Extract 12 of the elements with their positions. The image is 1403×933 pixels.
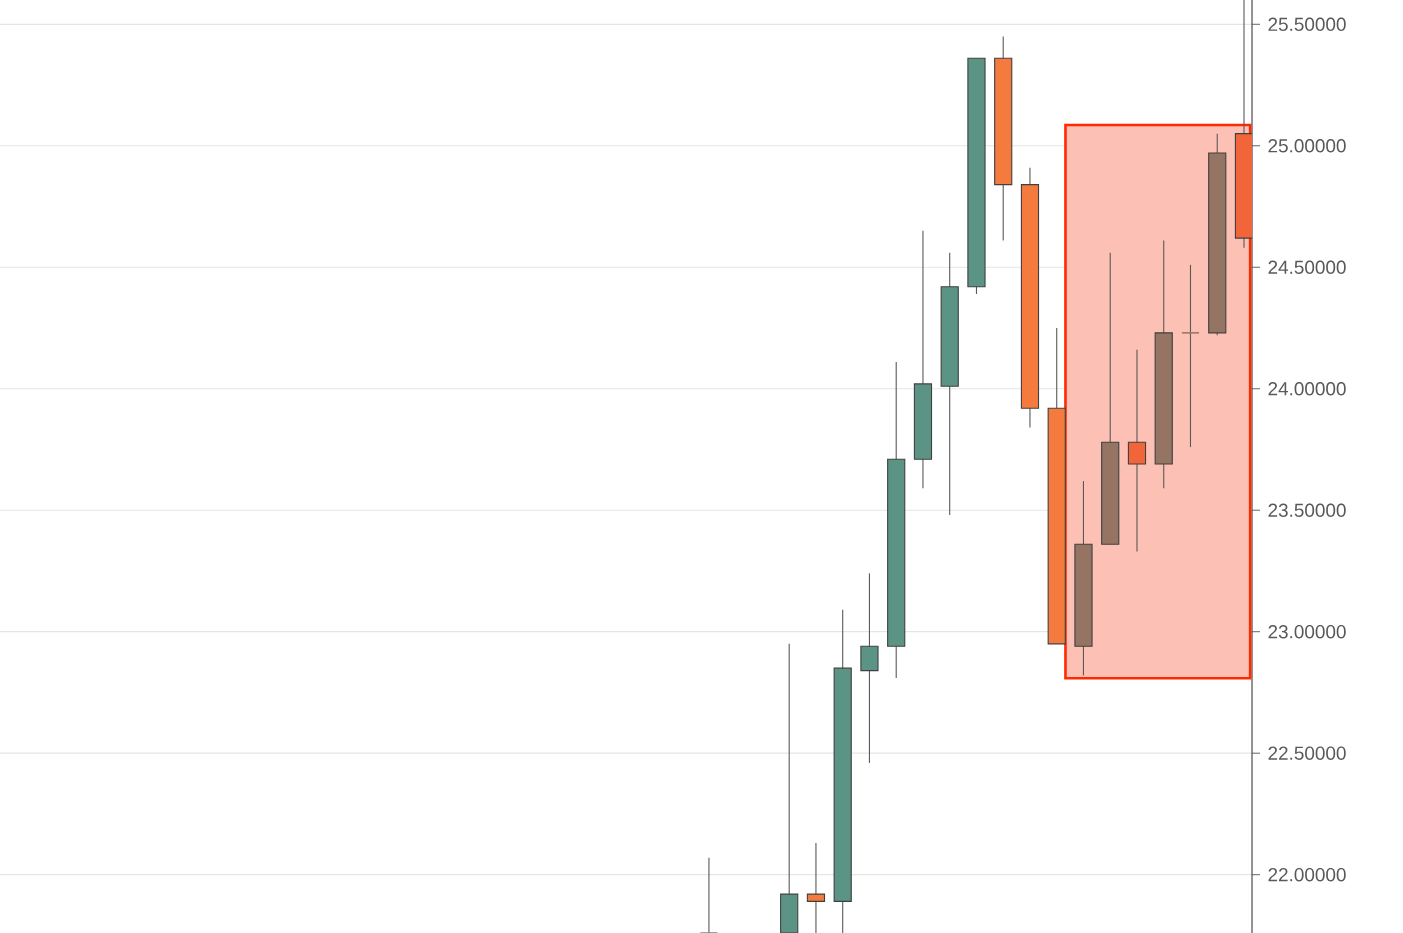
y-tick-label: 23.00000 bbox=[1268, 625, 1346, 639]
y-tick-label: 25.50000 bbox=[1268, 17, 1346, 31]
candlestick bbox=[1127, 349, 1147, 553]
y-tick-label: 22.00000 bbox=[1268, 867, 1346, 882]
y-tick-label: 22.50000 bbox=[1268, 746, 1346, 760]
candlestick bbox=[1181, 264, 1200, 448]
y-tick-label: 25.00000 bbox=[1268, 139, 1346, 153]
candlestick bbox=[699, 857, 719, 933]
y-tick-label: 23.50000 bbox=[1268, 503, 1346, 517]
y-tick-label: 24.50000 bbox=[1268, 260, 1346, 274]
y-tick-label: 24.00000 bbox=[1268, 382, 1346, 396]
candlestick bbox=[806, 842, 826, 933]
